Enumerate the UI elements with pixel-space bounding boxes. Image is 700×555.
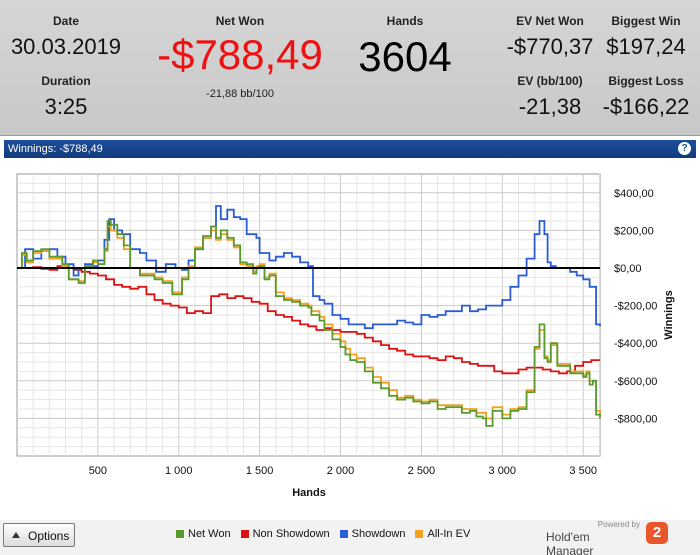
brand-name: Hold'em Manager xyxy=(546,530,594,555)
y-tick-label: -$200,00 xyxy=(614,301,657,313)
legend-item-net-won[interactable]: Net Won xyxy=(176,528,231,540)
legend-item-non-showdown[interactable]: Non Showdown xyxy=(240,528,330,540)
legend-swatch-net-won xyxy=(176,530,184,538)
ev-net-won-stat: EV Net Won -$770,37 xyxy=(500,14,600,60)
hm2-logo-icon: 2 xyxy=(646,522,668,544)
winnings-chart: 500 1 000 1 500 2 000 2 500 3 000 3 500 $400,0… xyxy=(16,173,675,499)
net-won-bb100: -21,88 bb/100 xyxy=(206,88,274,100)
net-won-stat: Net Won -$788,49 -21,88 bb/100 xyxy=(140,14,340,100)
duration-value: 3:25 xyxy=(44,94,88,119)
y-tick-label: $400,00 xyxy=(614,188,654,200)
legend-item-all-in-ev[interactable]: All-In EV xyxy=(415,528,470,540)
biggest-loss-value: -$166,22 xyxy=(602,94,690,119)
biggest-loss-stat: Biggest Loss -$166,22 xyxy=(596,74,696,120)
duration-label: Duration xyxy=(41,74,91,88)
session-summary-panel: Date 30.03.2019 Duration 3:25 Net Won -$… xyxy=(0,0,700,136)
series-line-showdown xyxy=(17,205,601,330)
ev-net-won-label: EV Net Won xyxy=(516,14,584,28)
ev-bb100-stat: EV (bb/100) -21,38 xyxy=(500,74,600,120)
hands-stat: Hands 3604 xyxy=(340,14,470,80)
legend-label-all-in-ev: All-In EV xyxy=(427,528,471,540)
biggest-loss-label: Biggest Loss xyxy=(608,74,684,88)
y-tick-labels: $400,00 $200,00 $0,00 -$200,00 -$400,00 -$600… xyxy=(614,188,657,426)
legend-swatch-non-showdown xyxy=(240,530,249,538)
legend-item-showdown[interactable]: Showdown xyxy=(339,528,406,540)
x-tick-label: 1 000 xyxy=(165,465,193,477)
date-label: Date xyxy=(52,14,79,28)
legend-swatch-all-in-ev xyxy=(415,530,424,538)
y-tick-label: -$600,00 xyxy=(614,376,657,388)
chart-legend: Net Won Non Showdown Showdown All-In EV xyxy=(176,528,470,540)
x-axis-label: Hands xyxy=(292,487,326,499)
series-line-non-showdown xyxy=(17,265,600,375)
x-tick-label: 500 xyxy=(89,465,107,477)
y-axis-label: Winnings xyxy=(663,290,675,339)
winnings-chart-area: 500 1 000 1 500 2 000 2 500 3 000 3 500 $400,0… xyxy=(4,158,696,520)
biggest-win-stat: Biggest Win $197,24 xyxy=(596,14,696,60)
date-stat: Date 30.03.2019 xyxy=(4,14,128,60)
x-tick-label: 1 500 xyxy=(246,465,274,477)
holdem-manager-brand: Powered by Hold'em Manager 2 xyxy=(546,520,686,555)
y-tick-label: $0,00 xyxy=(614,263,642,275)
series-line-net-won xyxy=(17,220,601,427)
x-tick-labels: 500 1 000 1 500 2 000 2 500 3 000 3 500 xyxy=(89,465,597,477)
legend-label-showdown: Showdown xyxy=(351,528,406,540)
x-tick-label: 2 500 xyxy=(408,465,436,477)
net-won-value: -$788,49 xyxy=(157,31,323,78)
y-tick-label: -$800,00 xyxy=(614,413,657,425)
duration-stat: Duration 3:25 xyxy=(4,74,128,120)
legend-label-non-showdown: Non Showdown xyxy=(252,528,330,540)
net-won-label: Net Won xyxy=(215,14,265,28)
legend-label-net-won: Net Won xyxy=(188,528,231,540)
ev-bb100-value: -21,38 xyxy=(518,94,582,119)
y-tick-label: -$400,00 xyxy=(614,338,657,350)
series-lines xyxy=(17,205,601,427)
date-value: 30.03.2019 xyxy=(10,34,122,59)
x-tick-label: 2 000 xyxy=(327,465,355,477)
powered-by-text: Powered by xyxy=(597,520,640,529)
hands-label: Hands xyxy=(386,14,424,28)
x-tick-label: 3 000 xyxy=(489,465,517,477)
biggest-win-value: $197,24 xyxy=(606,34,686,59)
legend-swatch-showdown xyxy=(339,530,348,538)
ev-net-won-value: -$770,37 xyxy=(506,34,594,59)
chart-footer: Options Net Won Non Showdown Showdown Al… xyxy=(0,520,700,555)
ev-bb100-label: EV (bb/100) xyxy=(517,74,583,88)
winnings-title: Winnings: -$788,49 xyxy=(8,143,103,155)
biggest-win-label: Biggest Win xyxy=(611,14,681,28)
winnings-title-bar: Winnings: -$788,49 ? xyxy=(4,140,696,158)
y-tick-label: $200,00 xyxy=(614,225,654,237)
help-icon[interactable]: ? xyxy=(678,142,691,155)
options-button-label: Options xyxy=(28,529,70,543)
options-button[interactable]: Options xyxy=(3,523,75,547)
triangle-up-icon xyxy=(12,532,20,538)
hands-value: 3604 xyxy=(358,33,452,80)
x-tick-label: 3 500 xyxy=(569,465,597,477)
